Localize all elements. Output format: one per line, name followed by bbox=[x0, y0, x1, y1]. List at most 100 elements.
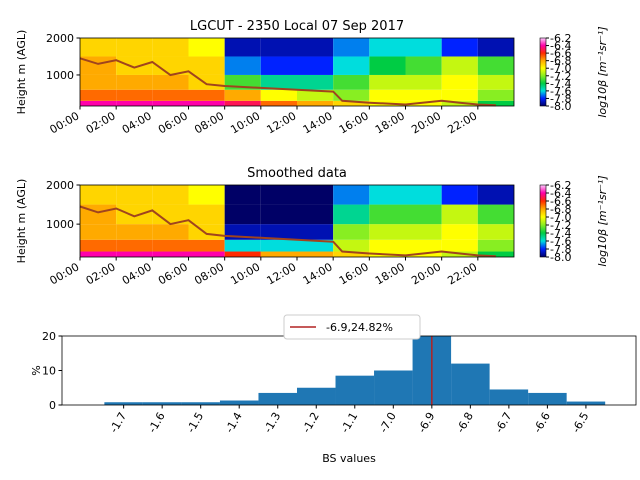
heat-cell bbox=[297, 239, 334, 252]
heat-cell bbox=[441, 204, 478, 225]
x-tick-label: -6.7 bbox=[492, 410, 514, 435]
heat-cell bbox=[477, 185, 514, 205]
x-tick-label: -6.6 bbox=[531, 410, 553, 435]
heat-cell bbox=[80, 239, 117, 252]
heat-cell bbox=[477, 89, 514, 101]
y-tick-label: 2000 bbox=[46, 179, 74, 192]
heat-cell bbox=[188, 100, 225, 106]
heat-cell bbox=[116, 74, 153, 90]
heat-cell bbox=[297, 204, 334, 225]
x-tick-label: 22:00 bbox=[445, 260, 479, 287]
heat-cell bbox=[333, 38, 370, 57]
heat-cell bbox=[260, 100, 297, 106]
heat-cell bbox=[369, 56, 406, 75]
x-tick-label: 20:00 bbox=[409, 260, 443, 287]
bar bbox=[374, 370, 413, 405]
heat-cell bbox=[116, 56, 153, 75]
colorbar-label: log10β [m⁻¹sr⁻¹] bbox=[596, 26, 609, 117]
heat-cell bbox=[116, 185, 153, 205]
heat-cell bbox=[152, 185, 189, 205]
colorbar bbox=[539, 37, 547, 107]
bar bbox=[528, 392, 567, 405]
boundary-line bbox=[79, 57, 496, 107]
heat-cell bbox=[116, 224, 153, 240]
heat-cell bbox=[224, 239, 261, 252]
heat-cell bbox=[260, 38, 297, 57]
x-tick-label: -6.9 bbox=[415, 410, 437, 435]
y-axis-label: Height m (AGL) bbox=[15, 30, 28, 115]
heat-cell bbox=[369, 38, 406, 57]
x-tick-label: 18:00 bbox=[373, 260, 407, 287]
heat-cell bbox=[224, 38, 261, 57]
chart-title: LGCUT - 2350 Local 07 Sep 2017 bbox=[190, 19, 404, 34]
heat-cell bbox=[224, 56, 261, 75]
x-tick-label: 18:00 bbox=[373, 109, 407, 136]
heat-cell bbox=[477, 56, 514, 75]
x-tick-label: -1.2 bbox=[300, 410, 322, 435]
colorbar-tick-label: -7.0 bbox=[550, 62, 571, 75]
bar bbox=[219, 400, 259, 405]
y-axis-label: Height m (AGL) bbox=[15, 179, 28, 264]
colorbar-tick-label: -6.6 bbox=[550, 195, 571, 208]
x-tick-label: 00:00 bbox=[48, 109, 82, 136]
colorbar-tick-label: -6.2 bbox=[550, 32, 571, 45]
x-tick-label: -1.6 bbox=[146, 410, 168, 435]
chart-title: Smoothed data bbox=[247, 166, 347, 181]
boundary-line bbox=[79, 205, 496, 258]
heat-cell bbox=[333, 204, 370, 225]
y-axis-label: % bbox=[30, 365, 43, 375]
heat-cell bbox=[80, 89, 117, 101]
heat-cell bbox=[297, 224, 334, 240]
heat-cell bbox=[152, 74, 189, 90]
heat-cell bbox=[405, 204, 442, 225]
heat-cell bbox=[405, 56, 442, 75]
legend-box bbox=[283, 314, 421, 340]
x-tick-label: -1.5 bbox=[184, 410, 206, 435]
heat-cell bbox=[80, 74, 117, 90]
heat-cell bbox=[369, 204, 406, 225]
heat-cell bbox=[405, 74, 442, 90]
heat-cell bbox=[477, 204, 514, 225]
bar bbox=[296, 387, 336, 405]
x-tick-label: 06:00 bbox=[156, 260, 190, 287]
x-tick-label: -1.1 bbox=[338, 410, 360, 435]
bar bbox=[335, 375, 375, 405]
colorbar-tick-label: -7.6 bbox=[550, 85, 571, 98]
heat-cell bbox=[405, 224, 442, 240]
heat-cell bbox=[188, 239, 225, 252]
heat-cell bbox=[441, 89, 478, 101]
x-tick-label: 06:00 bbox=[156, 109, 190, 136]
bar bbox=[181, 402, 220, 405]
heat-cell bbox=[333, 239, 370, 252]
heat-cell bbox=[80, 38, 117, 57]
bar bbox=[489, 389, 529, 405]
heat-cell bbox=[224, 185, 261, 205]
heat-cell bbox=[152, 100, 189, 106]
heat-cell bbox=[369, 74, 406, 90]
heat-cell bbox=[297, 74, 334, 90]
colorbar-tick-label: -6.6 bbox=[550, 47, 571, 60]
heat-cell bbox=[477, 38, 514, 57]
heat-cell bbox=[477, 224, 514, 240]
colorbar bbox=[539, 184, 547, 258]
heat-cell bbox=[333, 89, 370, 101]
heat-cell bbox=[297, 38, 334, 57]
x-tick-label: 12:00 bbox=[265, 260, 299, 287]
x-tick-label: 04:00 bbox=[120, 260, 154, 287]
colorbar-tick-label: -7.2 bbox=[550, 219, 571, 232]
x-tick-label: -6.8 bbox=[454, 410, 476, 435]
heat-cell bbox=[116, 204, 153, 225]
x-tick-label: 16:00 bbox=[337, 260, 371, 287]
heat-cell bbox=[260, 251, 297, 257]
heat-cell bbox=[369, 239, 406, 252]
heat-cell bbox=[152, 239, 189, 252]
heat-cell bbox=[441, 185, 478, 205]
heat-cell bbox=[152, 204, 189, 225]
colorbar-tick-label: -7.8 bbox=[550, 243, 571, 256]
heat-cell bbox=[477, 74, 514, 90]
heat-cell bbox=[260, 224, 297, 240]
x-tick-label: -1.7 bbox=[107, 410, 129, 435]
heat-cell bbox=[80, 224, 117, 240]
heat-cell bbox=[260, 56, 297, 75]
